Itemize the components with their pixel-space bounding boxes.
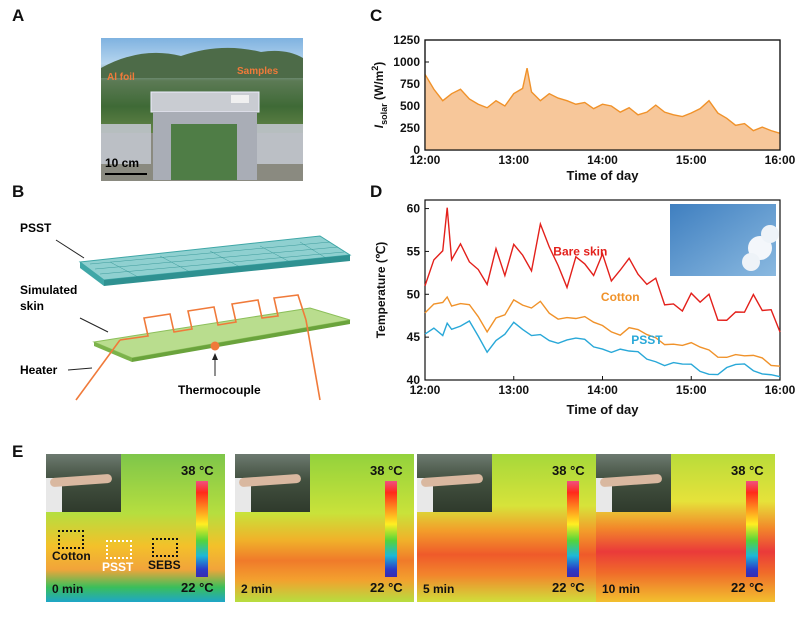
- chart-d-x-tick-label: 14:00: [587, 383, 618, 397]
- thermal-inset-photo-1: [235, 454, 310, 512]
- psst-legend: PSST: [631, 333, 663, 347]
- thermal-frame-3: 38 °C 22 °C 10 min: [596, 454, 775, 602]
- chart-d-ylabel: Temperature (℃): [374, 242, 388, 339]
- scale-bar-label: 10 cm: [105, 156, 140, 170]
- solar-line: [424, 68, 781, 134]
- thermal-frame-2: 38 °C 22 °C 5 min: [417, 454, 596, 602]
- simulated-skin-label-1: Simulated: [20, 283, 77, 297]
- panel-label-b: B: [12, 182, 25, 201]
- cotton-line: [424, 295, 781, 367]
- psst-box: [106, 540, 132, 559]
- panel-a-scene: [101, 47, 303, 181]
- thermal-frame-1: 38 °C 22 °C 2 min: [235, 454, 414, 602]
- thermal-inset-photo-2: [417, 454, 492, 512]
- chart-c-y-tick-label: 500: [400, 99, 420, 113]
- panel-label-d: D: [370, 182, 383, 201]
- psst-label-thermal: PSST: [102, 560, 134, 574]
- chart-c-ylabel: Isolar (W/m2): [370, 62, 389, 129]
- thermal-colorbar-0: [196, 481, 208, 577]
- chart-c-y-tick-label: 250: [400, 121, 420, 135]
- thermal-time-2: 5 min: [423, 582, 455, 596]
- cloud-shape: [761, 225, 779, 243]
- thermal-inset-photo-3: [596, 454, 671, 512]
- cotton-label: Cotton: [52, 549, 91, 563]
- thermal-time-0: 0 min: [52, 582, 84, 596]
- chart-d-y-tick-label: 55: [407, 244, 421, 258]
- chart-d-y-tick-label: 40: [407, 373, 421, 387]
- chart-d-xlabel: Time of day: [566, 402, 639, 417]
- thermal-colorbar-3: [746, 481, 758, 577]
- sebs-box: [152, 538, 178, 557]
- panel-label-e: E: [12, 442, 24, 461]
- bare-skin-line: [424, 207, 781, 333]
- psst-line: [424, 320, 781, 378]
- panel-a-photo: Al foil Samples 10 cm: [101, 38, 303, 181]
- chart-d-x-tick-label: 13:00: [498, 383, 529, 397]
- thermal-colorbar-1: [385, 481, 397, 577]
- chart-d-x-tick-label: 12:00: [410, 383, 441, 397]
- thermal-bottom-temp-0: 22 °C: [181, 580, 214, 595]
- thermal-bottom-temp-2: 22 °C: [552, 580, 585, 595]
- sky-inset-photo: [670, 204, 779, 276]
- thermal-top-temp-3: 38 °C: [731, 463, 764, 478]
- heater-label: Heater: [20, 363, 58, 377]
- psst-label: PSST: [20, 221, 52, 235]
- chart-c-x-tick-label: 15:00: [676, 153, 707, 167]
- chart-c-x-tick-label: 14:00: [587, 153, 618, 167]
- thermal-top-temp-0: 38 °C: [181, 463, 214, 478]
- chart-d-y-tick-label: 60: [407, 202, 421, 216]
- al-foil-annotation: Al foil: [107, 72, 135, 83]
- cloud-shape: [742, 253, 760, 271]
- chart-c-xlabel: Time of day: [566, 168, 639, 183]
- chart-c-x-tick-label: 12:00: [410, 153, 441, 167]
- chart-d-x-tick-label: 16:00: [765, 383, 796, 397]
- simulated-skin-label-2: skin: [20, 299, 44, 313]
- thermocouple-label: Thermocouple: [178, 383, 261, 397]
- thermal-bottom-temp-1: 22 °C: [370, 580, 403, 595]
- bare-skin-legend: Bare skin: [553, 245, 607, 259]
- thermal-bottom-temp-3: 22 °C: [731, 580, 764, 595]
- chart-c-y-tick-label: 1000: [393, 55, 420, 69]
- chart-c-y-tick-label: 1250: [393, 33, 420, 47]
- thermocouple-dot: [210, 341, 220, 351]
- panel-label-c: C: [370, 6, 383, 25]
- solar-area: [425, 68, 780, 150]
- thermal-frame-0: Cotton PSST SEBS 38 °C 22 °C 0 min: [46, 454, 225, 602]
- panel-label-a: A: [12, 6, 25, 25]
- chart-c-x-tick-label: 13:00: [498, 153, 529, 167]
- panel-b-schematic: PSST Simulated skin Heater Thermocouple: [20, 221, 352, 401]
- cotton-box: [58, 530, 84, 549]
- chart-d-temperature: 12:00 13:00 14:00 15:00 16:00 40 45 50 55 60 Bare …: [374, 199, 796, 417]
- chart-d-y-tick-label: 45: [407, 330, 421, 344]
- samples-annotation: Samples: [237, 66, 279, 77]
- thermal-colorbar-2: [567, 481, 579, 577]
- sebs-label: SEBS: [148, 558, 181, 572]
- chart-d-x-tick-label: 15:00: [676, 383, 707, 397]
- chart-c-solar: 12:00 13:00 14:00 15:00 16:00 0 250 500 750 1000 1…: [370, 33, 796, 183]
- heater-wire: [119, 294, 307, 341]
- thermal-inset-photo-0: [46, 454, 121, 512]
- chart-c-x-tick-label: 16:00: [765, 153, 796, 167]
- chart-d-y-tick-label: 50: [407, 287, 421, 301]
- thermal-top-temp-1: 38 °C: [370, 463, 403, 478]
- chart-c-y-tick-label: 0: [413, 143, 420, 157]
- thermal-time-3: 10 min: [602, 582, 641, 596]
- chart-c-axes-overlay: [424, 39, 781, 151]
- thermal-top-temp-2: 38 °C: [552, 463, 585, 478]
- chart-c-y-tick-label: 750: [400, 77, 420, 91]
- cotton-legend: Cotton: [601, 290, 640, 304]
- thermal-time-1: 2 min: [241, 582, 273, 596]
